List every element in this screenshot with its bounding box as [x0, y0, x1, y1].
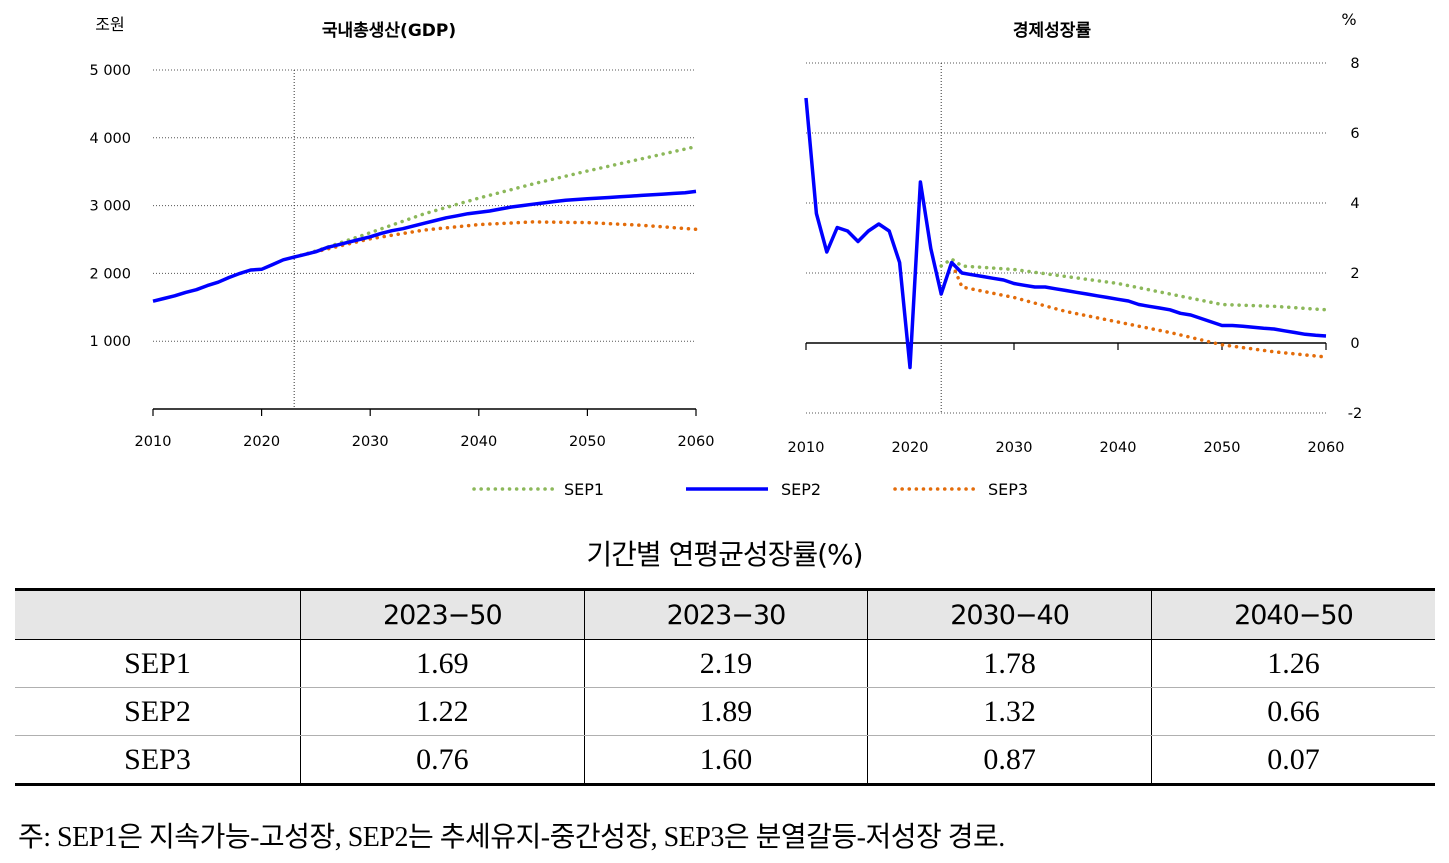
table-cell: 2.19 [583, 639, 868, 688]
y-tick-label: 8 [1350, 56, 1359, 72]
footnote: 주: SEP1은 지속가능-고성장, SEP2는 추세유지-중간성장, SEP3… [18, 822, 1005, 853]
series-line-sep3 [939, 260, 1328, 359]
table-cell: 0.07 [1150, 735, 1435, 786]
table-header-cell: 2023−30 [583, 588, 868, 640]
row-label: SEP3 [15, 735, 301, 786]
y-tick-label: 4 [1350, 196, 1359, 212]
table-cell: 1.22 [300, 687, 585, 736]
table-header-row: 2023−50 2023−30 2030−40 2040−50 [15, 588, 1435, 640]
chart-title: 국내총생산(GDP) [322, 21, 456, 41]
legend-label: SEP2 [781, 480, 821, 499]
y-tick-label: -2 [1348, 406, 1362, 422]
y-tick-label: 0 [1350, 336, 1359, 352]
table-title: 기간별 연평균성장률(%) [586, 538, 863, 571]
row-label: SEP1 [15, 639, 301, 688]
chart-title: 경제성장률 [1013, 21, 1092, 41]
x-tick-label: 2020 [243, 434, 280, 450]
table-cell: 1.60 [583, 735, 868, 786]
table-cell: 1.78 [867, 639, 1152, 688]
x-tick-label: 2050 [569, 434, 606, 450]
series-line-sep1 [939, 257, 1328, 312]
chart-legend: SEP1 SEP2 SEP3 [472, 480, 1028, 499]
x-tick-label: 2010 [135, 434, 172, 450]
table-cell: 1.89 [583, 687, 868, 736]
unit-label: 조원 [95, 15, 124, 34]
x-tick-label: 2050 [1204, 440, 1241, 456]
x-tick-label: 2060 [1308, 440, 1345, 456]
y-tick-label: 6 [1350, 126, 1359, 142]
unit-label: % [1341, 10, 1356, 29]
table-cell: 1.69 [300, 639, 585, 688]
x-tick-label: 2040 [460, 434, 497, 450]
x-tick-label: 2040 [1100, 440, 1137, 456]
x-tick-label: 2030 [352, 434, 389, 450]
x-tick-label: 2020 [892, 440, 929, 456]
table-header-cell: 2040−50 [1150, 588, 1435, 640]
legend-label: SEP3 [988, 480, 1028, 499]
row-label: SEP2 [15, 687, 301, 736]
table-header-cell: 2023−50 [300, 588, 585, 640]
x-tick-label: 2060 [678, 434, 715, 450]
charts-area: 국내총생산(GDP) 조원 1 000 2 000 3 000 4 000 5 000 201… [89, 10, 1363, 499]
table-cell: 0.76 [300, 735, 585, 786]
series-line-sep2 [152, 189, 697, 303]
table-cell: 1.26 [1150, 639, 1435, 688]
x-tick-label: 2010 [788, 440, 825, 456]
table-cell: 1.32 [867, 687, 1152, 736]
y-tick-label: 3 000 [89, 199, 131, 215]
table-header-corner [15, 588, 301, 640]
x-tick-label: 2030 [996, 440, 1033, 456]
table-cell: 0.66 [1150, 687, 1435, 736]
y-tick-label: 2 000 [89, 266, 131, 282]
y-tick-label: 2 [1350, 266, 1359, 282]
table-cell: 0.87 [867, 735, 1152, 786]
y-tick-label: 4 000 [89, 131, 131, 147]
table-row: SEP3 0.76 1.60 0.87 0.07 [15, 735, 1435, 786]
growth-chart: 경제성장률% -2 0 2 4 6 8 2010 2020 2030 2040 2050 2060 [788, 10, 1363, 456]
table-row: SEP2 1.22 1.89 1.32 0.66 [15, 687, 1435, 736]
y-tick-label: 1 000 [89, 334, 131, 350]
growth-rate-table: 2023−50 2023−30 2030−40 2040−50 SEP1 1.6… [15, 588, 1435, 786]
table-row: SEP1 1.69 2.19 1.78 1.26 [15, 639, 1435, 688]
gdp-chart: 국내총생산(GDP) 조원 1 000 2 000 3 000 4 000 5 000 201… [89, 15, 714, 450]
y-tick-label: 5 000 [89, 63, 131, 79]
table-header-cell: 2030−40 [867, 588, 1152, 640]
series-line-sep2 [804, 97, 1327, 370]
legend-label: SEP1 [564, 480, 604, 499]
